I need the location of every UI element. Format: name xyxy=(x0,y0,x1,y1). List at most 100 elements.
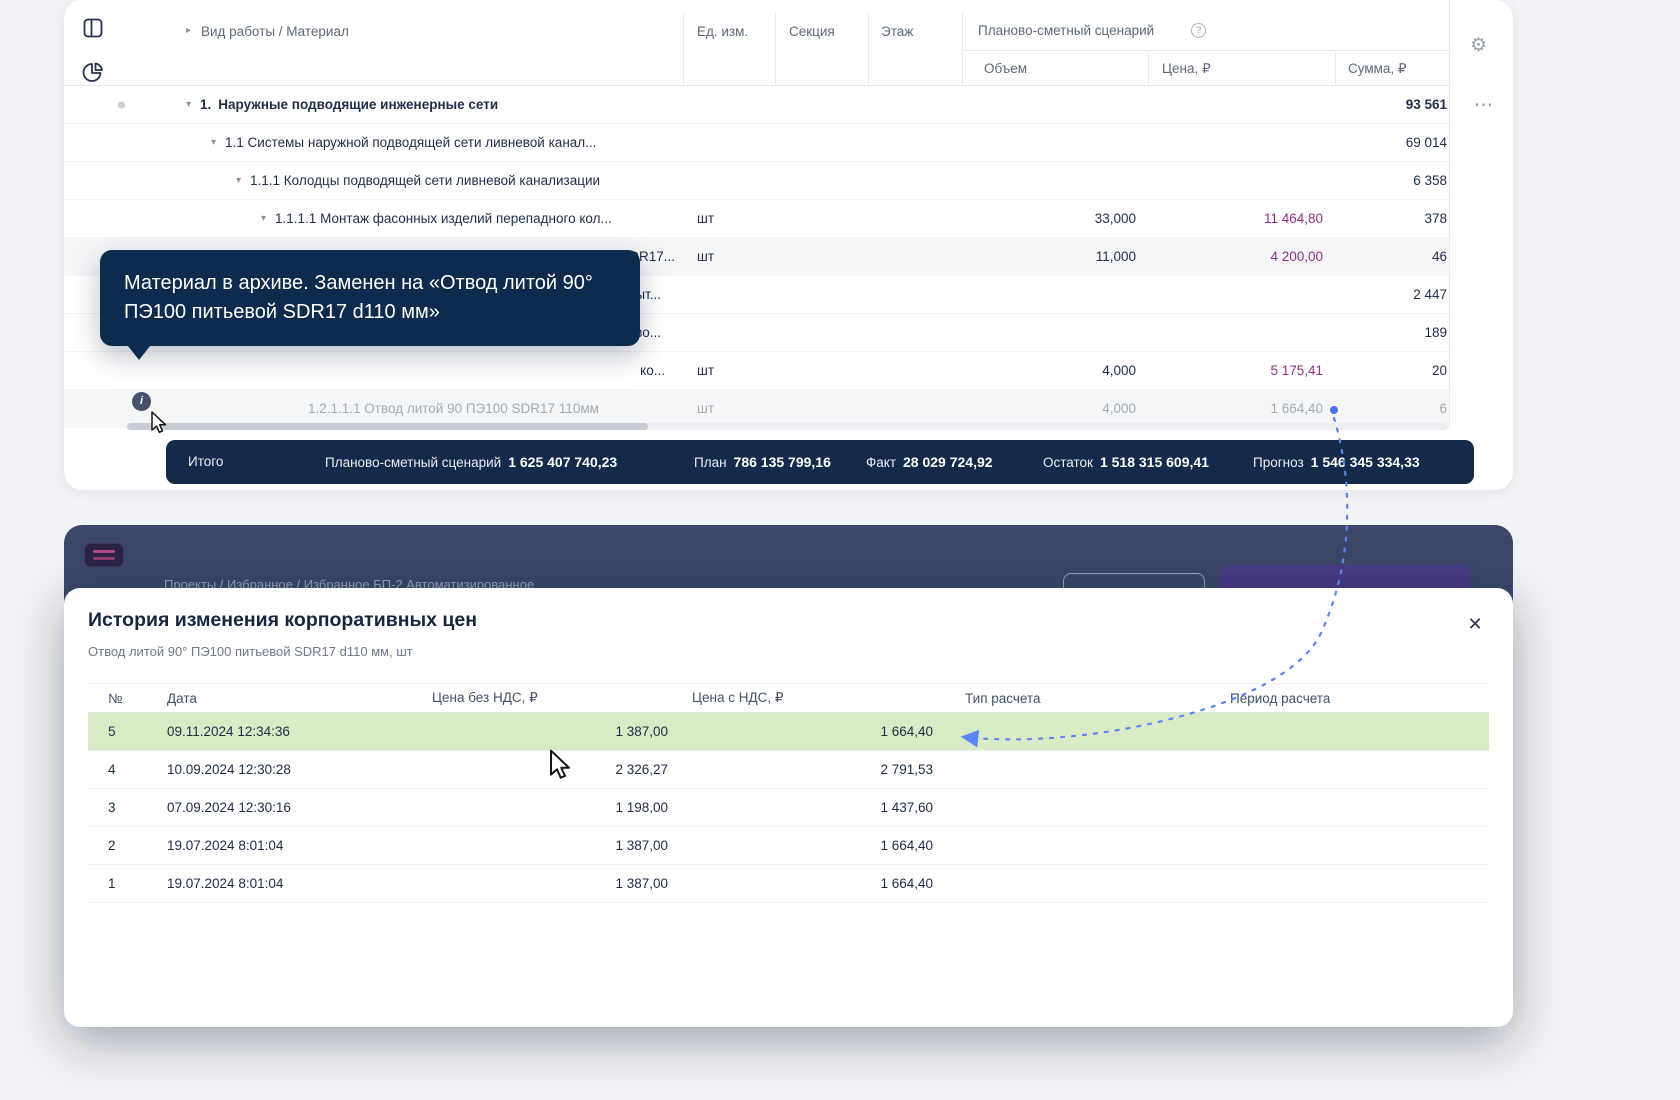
row-name: 1.1.1 Колодцы подводящей сети ливневой к… xyxy=(250,173,601,188)
column-divider xyxy=(1148,52,1149,86)
totals-label: Итого xyxy=(188,454,224,469)
cell-sum: 93 561 xyxy=(1405,97,1447,112)
table-row[interactable]: ыт... 2 447 xyxy=(64,276,1449,314)
table-row[interactable]: во... 189 xyxy=(64,314,1449,352)
column-calc-period: Период расчета xyxy=(1230,690,1331,706)
column-sum: Сумма, ₽ xyxy=(1348,61,1407,76)
info-icon[interactable]: i xyxy=(132,392,151,411)
total-rest-label: Остаток xyxy=(1043,455,1093,470)
price-table-header: № Дата Цена без НДС, ₽ Цена с НДС, ₽ Тип… xyxy=(88,683,1489,713)
cell-sum: 189 xyxy=(1424,325,1447,340)
header-divider xyxy=(962,50,1449,51)
cell-volume: 4,000 xyxy=(1102,401,1136,416)
column-divider xyxy=(868,12,869,86)
price-row[interactable]: 1 19.07.2024 8:01:04 1 387,00 1 664,40 xyxy=(88,865,1489,903)
cell-price: 5 175,41 xyxy=(1270,363,1323,378)
cell-price-vat: 1 664,40 xyxy=(880,838,933,853)
cell-sum: 2 447 xyxy=(1413,287,1447,302)
cell-sum: 6 358 xyxy=(1413,173,1447,188)
tooltip-text: Материал в архиве. Заменен на «Отвод лит… xyxy=(124,272,593,323)
row-name: 1.1 Системы наружной подводящей сети лив… xyxy=(225,135,597,150)
totals-bar: Итого Планово-сметный сценарий 1 625 407 … xyxy=(166,440,1474,484)
total-scenario-label: Планово-сметный сценарий xyxy=(325,455,502,470)
panel-layout-button[interactable] xyxy=(78,14,108,44)
close-icon[interactable]: ✕ xyxy=(1461,610,1489,638)
cell-price: 4 200,00 xyxy=(1270,249,1323,264)
cell-volume: 11,000 xyxy=(1095,249,1136,264)
row-name: Наружные подводящие инженерные сети xyxy=(218,97,499,112)
cell-sum: 20 xyxy=(1431,363,1447,378)
total-plan-value: 786 135 799,16 xyxy=(733,454,831,470)
cell-date: 09.11.2024 12:34:36 xyxy=(167,724,290,739)
collapse-icon[interactable]: ▾ xyxy=(186,98,192,110)
cell-date: 07.09.2024 12:30:16 xyxy=(167,800,291,815)
column-divider xyxy=(683,12,684,86)
chart-view-button[interactable] xyxy=(78,58,108,88)
row-more-menu[interactable]: ⋯ xyxy=(1474,95,1494,116)
cell-price-no-vat: 1 387,00 xyxy=(615,838,668,853)
modal-title: История изменения корпоративных цен xyxy=(88,609,478,631)
row-name: 1.1.1.1 Монтаж фасонных изделий перепадн… xyxy=(275,211,612,226)
price-row-highlighted[interactable]: 5 09.11.2024 12:34:36 1 387,00 1 664,40 xyxy=(88,713,1489,751)
total-fact-value: 28 029 724,92 xyxy=(903,454,993,470)
price-history-table: № Дата Цена без НДС, ₽ Цена с НДС, ₽ Тип… xyxy=(88,683,1489,903)
estimate-panel: ▸ Вид работы / Материал Ед. изм. Секция … xyxy=(64,0,1513,490)
cell-date: 19.07.2024 8:01:04 xyxy=(167,838,284,853)
price-row[interactable]: 4 10.09.2024 12:30:28 2 326,27 2 791,53 xyxy=(88,751,1489,789)
collapse-icon[interactable]: ▾ xyxy=(236,174,242,186)
panel-layout-icon xyxy=(83,18,103,38)
cell-volume: 33,000 xyxy=(1094,211,1136,226)
row-name-truncated: ыт... xyxy=(635,287,661,302)
collapse-icon[interactable]: ▾ xyxy=(261,212,267,224)
cell-sum: 6 xyxy=(1439,401,1447,416)
total-forecast-label: Прогноз xyxy=(1253,455,1304,470)
row-name-truncated: во... xyxy=(635,325,661,340)
total-plan-label: План xyxy=(694,455,727,470)
cell-volume: 4,000 xyxy=(1102,363,1136,378)
archived-material-tooltip: Материал в архиве. Заменен на «Отвод лит… xyxy=(100,250,640,360)
cell-unit: шт xyxy=(697,249,715,264)
table-right-border xyxy=(1449,0,1450,428)
cell-price-no-vat: 1 387,00 xyxy=(615,876,668,891)
table-row[interactable]: ▾ 1.1 Системы наружной подводящей сети л… xyxy=(64,124,1449,162)
column-section: Секция xyxy=(789,24,835,39)
gear-icon[interactable]: ⚙ xyxy=(1470,35,1488,56)
help-icon[interactable]: ? xyxy=(1191,23,1206,38)
cell-num: 2 xyxy=(108,838,116,853)
column-scenario: Планово-сметный сценарий xyxy=(978,23,1155,38)
cell-price-no-vat: 1 387,00 xyxy=(615,724,668,739)
column-num: № xyxy=(108,690,123,706)
table-row[interactable]: ▾ 1.1.1 Колодцы подводящей сети ливневой… xyxy=(64,162,1449,200)
column-calc-type: Тип расчета xyxy=(965,690,1041,706)
scrollbar-thumb[interactable] xyxy=(127,423,648,430)
column-volume: Объем xyxy=(984,61,1028,76)
cell-price-no-vat: 2 326,27 xyxy=(615,762,668,777)
table-row[interactable]: ▾ 1. Наружные подводящие инженерные сети… xyxy=(64,86,1449,124)
cell-price: 11 464,80 xyxy=(1263,211,1323,226)
horizontal-scrollbar[interactable] xyxy=(127,423,1448,430)
cell-num: 1 xyxy=(108,876,116,891)
cell-date: 10.09.2024 12:30:28 xyxy=(167,762,291,777)
column-price-no-vat: Цена без НДС, ₽ xyxy=(432,690,538,705)
total-scenario-value: 1 625 407 740,23 xyxy=(508,454,618,470)
table-header: ▸ Вид работы / Материал Ед. изм. Секция … xyxy=(64,0,1449,86)
price-row[interactable]: 2 19.07.2024 8:01:04 1 387,00 1 664,40 xyxy=(88,827,1489,865)
collapse-icon[interactable]: ▾ xyxy=(211,136,217,148)
column-floor: Этаж xyxy=(881,24,914,39)
price-row[interactable]: 3 07.09.2024 12:30:16 1 198,00 1 437,60 xyxy=(88,789,1489,827)
table-row[interactable]: ▾ 1.1.1.1 Монтаж фасонных изделий перепа… xyxy=(64,200,1449,238)
expand-all-icon[interactable]: ▸ xyxy=(186,25,192,36)
tooltip-tail xyxy=(128,346,150,360)
cell-price-vat: 1 664,40 xyxy=(880,724,933,739)
column-date: Дата xyxy=(167,690,197,706)
column-divider xyxy=(1335,52,1336,86)
total-rest-value: 1 518 315 609,41 xyxy=(1099,454,1209,470)
app-logo xyxy=(84,543,124,567)
pie-chart-icon xyxy=(82,62,103,82)
cell-price-vat: 1 664,40 xyxy=(880,876,933,891)
column-divider xyxy=(775,12,776,86)
cell-sum: 46 xyxy=(1431,249,1447,264)
table-row[interactable]: ко... шт 4,000 5 175,41 20 xyxy=(64,352,1449,390)
column-unit: Ед. изм. xyxy=(697,24,749,39)
total-forecast-value: 1 546 345 334,33 xyxy=(1310,454,1420,470)
